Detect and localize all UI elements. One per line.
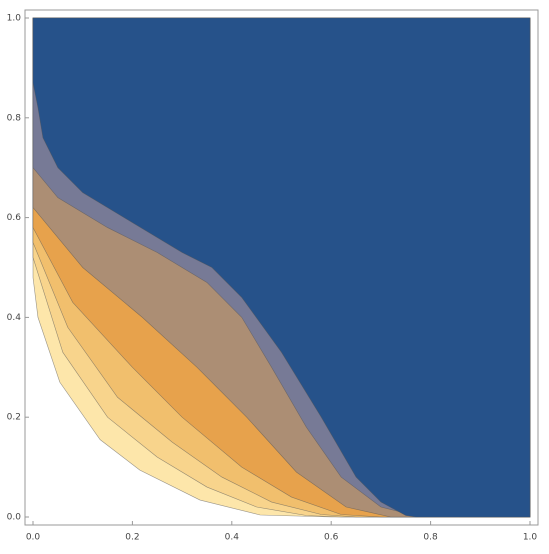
x-tick-label: 0.0 [26,533,41,543]
contour-band [32,17,531,518]
y-tick-label: 1.0 [7,14,22,24]
frame [24,9,539,526]
x-tick-label: 0.4 [225,533,240,543]
x-tick-label: 0.2 [125,533,139,543]
y-tick-label: 0.0 [7,513,22,523]
x-tick-label: 0.8 [423,533,438,543]
y-tick-label: 0.8 [7,113,22,123]
y-tick-label: 0.2 [7,413,21,423]
x-tick-label: 0.6 [324,533,339,543]
y-tick-label: 0.4 [7,313,22,323]
y-tick-label: 0.6 [7,213,22,223]
x-tick-label: 1.0 [523,533,538,543]
